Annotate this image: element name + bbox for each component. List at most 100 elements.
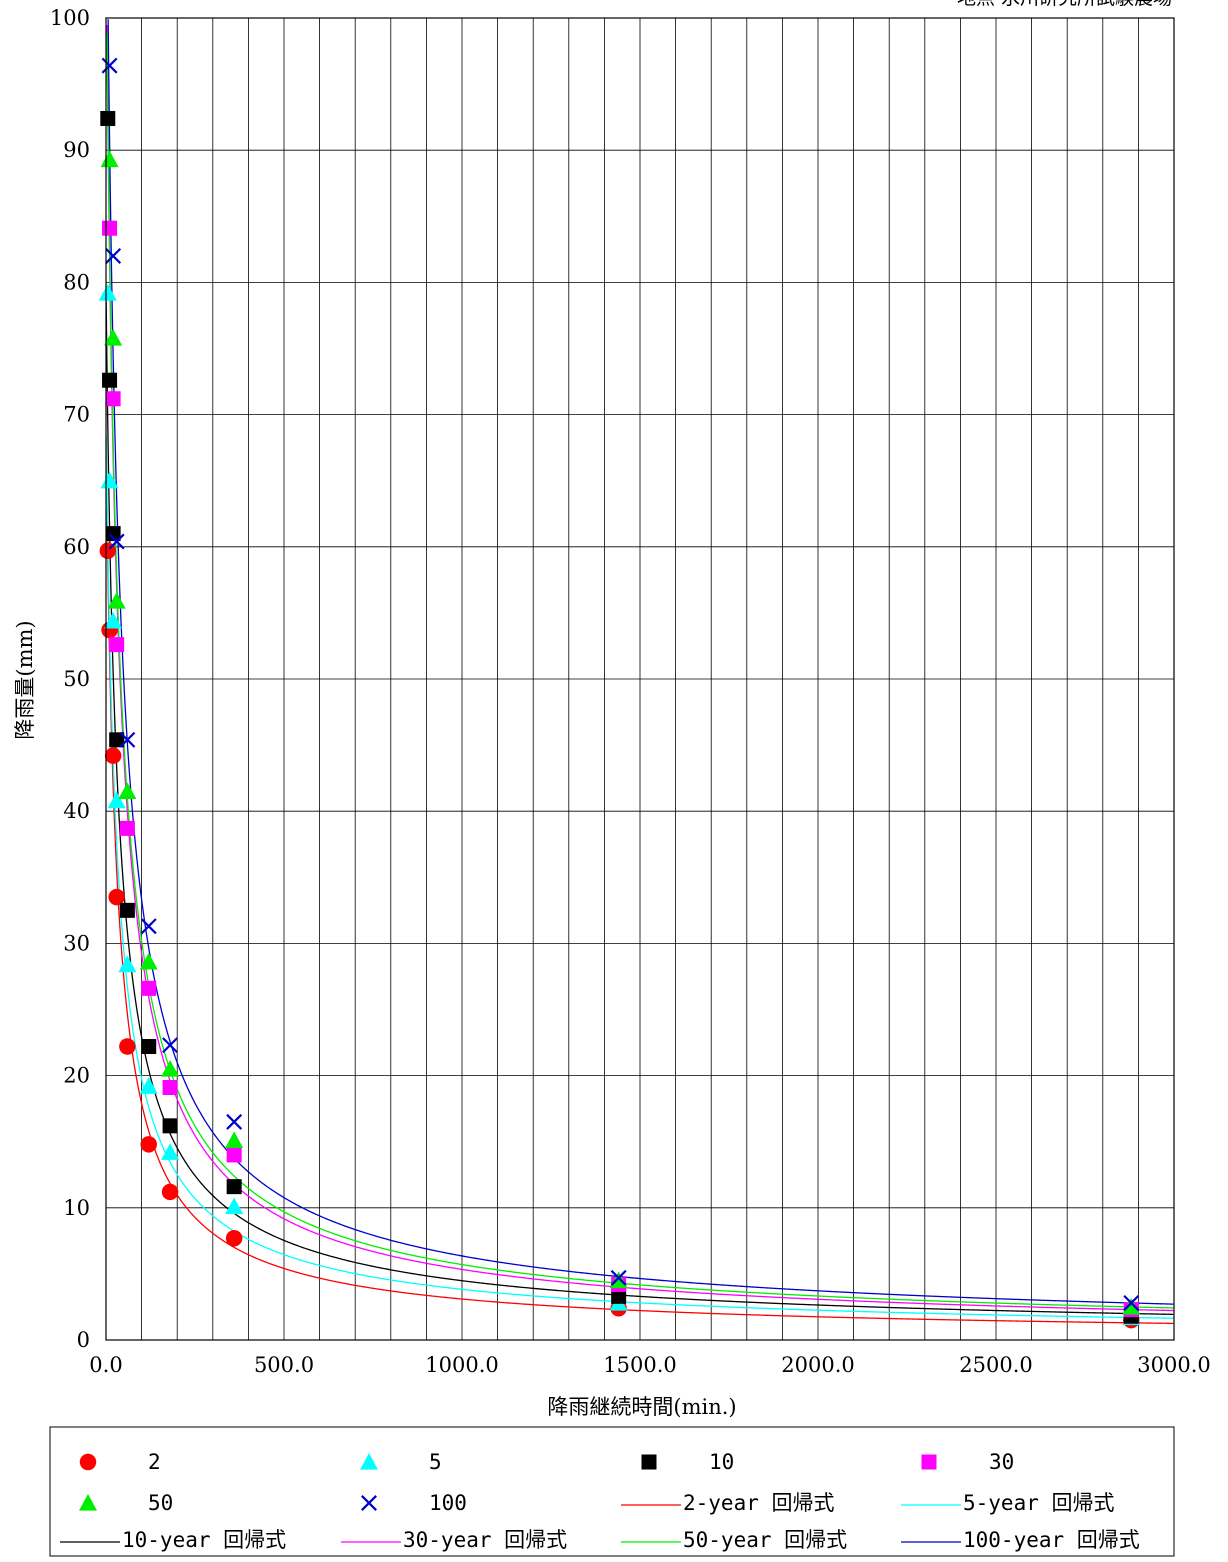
legend-items: 2 5 10 30 50 100 2-year 回帰式 5-year 回帰式 10-year 回… — [60, 1450, 1140, 1552]
data-point — [79, 1494, 97, 1511]
data-point — [609, 1271, 628, 1289]
data-point — [225, 1131, 244, 1149]
data-point — [102, 220, 118, 236]
x-tick-label: 1500.0 — [603, 1353, 676, 1377]
legend-label: 10-year 回帰式 — [122, 1528, 286, 1552]
grid-lines — [106, 18, 1174, 1340]
data-point — [161, 1059, 180, 1077]
legend-label: 100 — [429, 1491, 467, 1515]
x-tick-label: 0.0 — [89, 1353, 122, 1377]
data-point — [109, 732, 125, 748]
x-tick-label: 3000.0 — [1137, 1353, 1210, 1377]
data-point — [139, 952, 158, 970]
data-point — [119, 820, 135, 836]
legend-label: 30 — [989, 1450, 1014, 1474]
legend: 2 5 10 30 50 100 2-year 回帰式 5-year 回帰式 10-year 回… — [49, 1426, 1175, 1557]
x-axis-label: 降雨継続時間(min.) — [547, 1395, 736, 1419]
legend-label: 5 — [429, 1450, 442, 1474]
regression-curve — [106, 24, 1174, 1312]
data-point — [161, 1143, 180, 1160]
regression-curve — [105, 450, 1174, 1325]
data-points — [98, 57, 1141, 1329]
regression-curve — [106, 33, 1174, 1309]
legend-label: 50-year 回帰式 — [683, 1528, 847, 1552]
legend-label: 50 — [148, 1491, 173, 1515]
data-point — [107, 791, 126, 809]
legend-label: 100-year 回帰式 — [963, 1528, 1140, 1552]
y-axis-label: 降雨量(mm) — [13, 620, 37, 739]
data-point — [119, 1038, 136, 1055]
data-point — [104, 328, 123, 346]
data-point — [100, 150, 119, 168]
data-point — [104, 747, 122, 764]
data-point — [101, 57, 118, 74]
data-point — [118, 782, 137, 800]
data-point — [162, 1037, 179, 1054]
data-point — [225, 1197, 244, 1215]
data-point — [100, 471, 119, 489]
legend-label: 2-year 回帰式 — [683, 1491, 835, 1515]
data-point — [119, 731, 136, 748]
legend-box — [49, 1426, 1175, 1557]
data-point — [98, 283, 117, 301]
data-point — [162, 1079, 178, 1095]
y-tick-label: 30 — [63, 931, 90, 955]
data-point — [141, 980, 157, 996]
y-tick-label: 90 — [63, 138, 90, 162]
data-point — [360, 1453, 378, 1470]
data-point — [611, 1288, 627, 1304]
regression-curves — [105, 19, 1174, 1325]
legend-label: 5-year 回帰式 — [963, 1491, 1115, 1515]
data-point — [610, 1269, 627, 1286]
data-point — [361, 1495, 377, 1511]
y-tick-label: 50 — [63, 667, 90, 691]
data-point — [226, 1113, 243, 1130]
data-point — [118, 955, 137, 973]
x-tick-label: 500.0 — [254, 1353, 314, 1377]
data-point — [161, 1183, 179, 1201]
data-point — [79, 1453, 97, 1471]
y-tick-label: 40 — [63, 799, 90, 823]
data-point — [139, 1077, 158, 1094]
y-tick-label: 20 — [63, 1064, 90, 1088]
regression-curve — [105, 301, 1174, 1316]
data-point — [105, 526, 121, 542]
data-point — [226, 1179, 242, 1195]
y-tick-label: 10 — [63, 1196, 90, 1220]
y-tick-label: 0 — [77, 1328, 90, 1352]
data-point — [102, 372, 118, 388]
data-point — [100, 110, 116, 126]
data-point — [105, 247, 122, 264]
data-point — [109, 637, 125, 653]
tick-labels: 0.0 500.0 1000.0 1500.0 2000.0 2500.0 3000.0 0 1… — [50, 6, 1211, 1377]
data-point — [119, 902, 135, 918]
data-point — [1123, 1295, 1140, 1311]
y-tick-label: 70 — [63, 403, 90, 427]
data-point — [226, 1147, 242, 1163]
y-tick-label: 80 — [63, 270, 90, 294]
data-point — [104, 611, 123, 629]
data-point — [108, 888, 125, 906]
data-point — [105, 391, 121, 407]
x-tick-label: 2500.0 — [959, 1353, 1032, 1377]
legend-label: 30-year 回帰式 — [403, 1528, 567, 1552]
data-point — [107, 592, 126, 609]
data-point — [140, 918, 157, 935]
data-point — [140, 1136, 157, 1153]
regression-curve — [107, 19, 1174, 1305]
x-tick-label: 2000.0 — [781, 1353, 854, 1377]
y-tick-label: 60 — [63, 535, 90, 559]
y-tick-label: 100 — [50, 6, 90, 30]
data-point — [141, 1039, 157, 1055]
data-point — [225, 1229, 243, 1247]
data-point — [1122, 1297, 1141, 1315]
data-point — [162, 1118, 178, 1134]
plot-frame — [105, 17, 1175, 1341]
regression-curve — [105, 435, 1174, 1319]
data-point — [921, 1454, 937, 1470]
data-point — [108, 533, 125, 550]
corner-note: 地点 氷川研究所試験農場 — [957, 0, 1172, 9]
data-point — [641, 1454, 657, 1470]
legend-label: 10 — [709, 1450, 734, 1474]
